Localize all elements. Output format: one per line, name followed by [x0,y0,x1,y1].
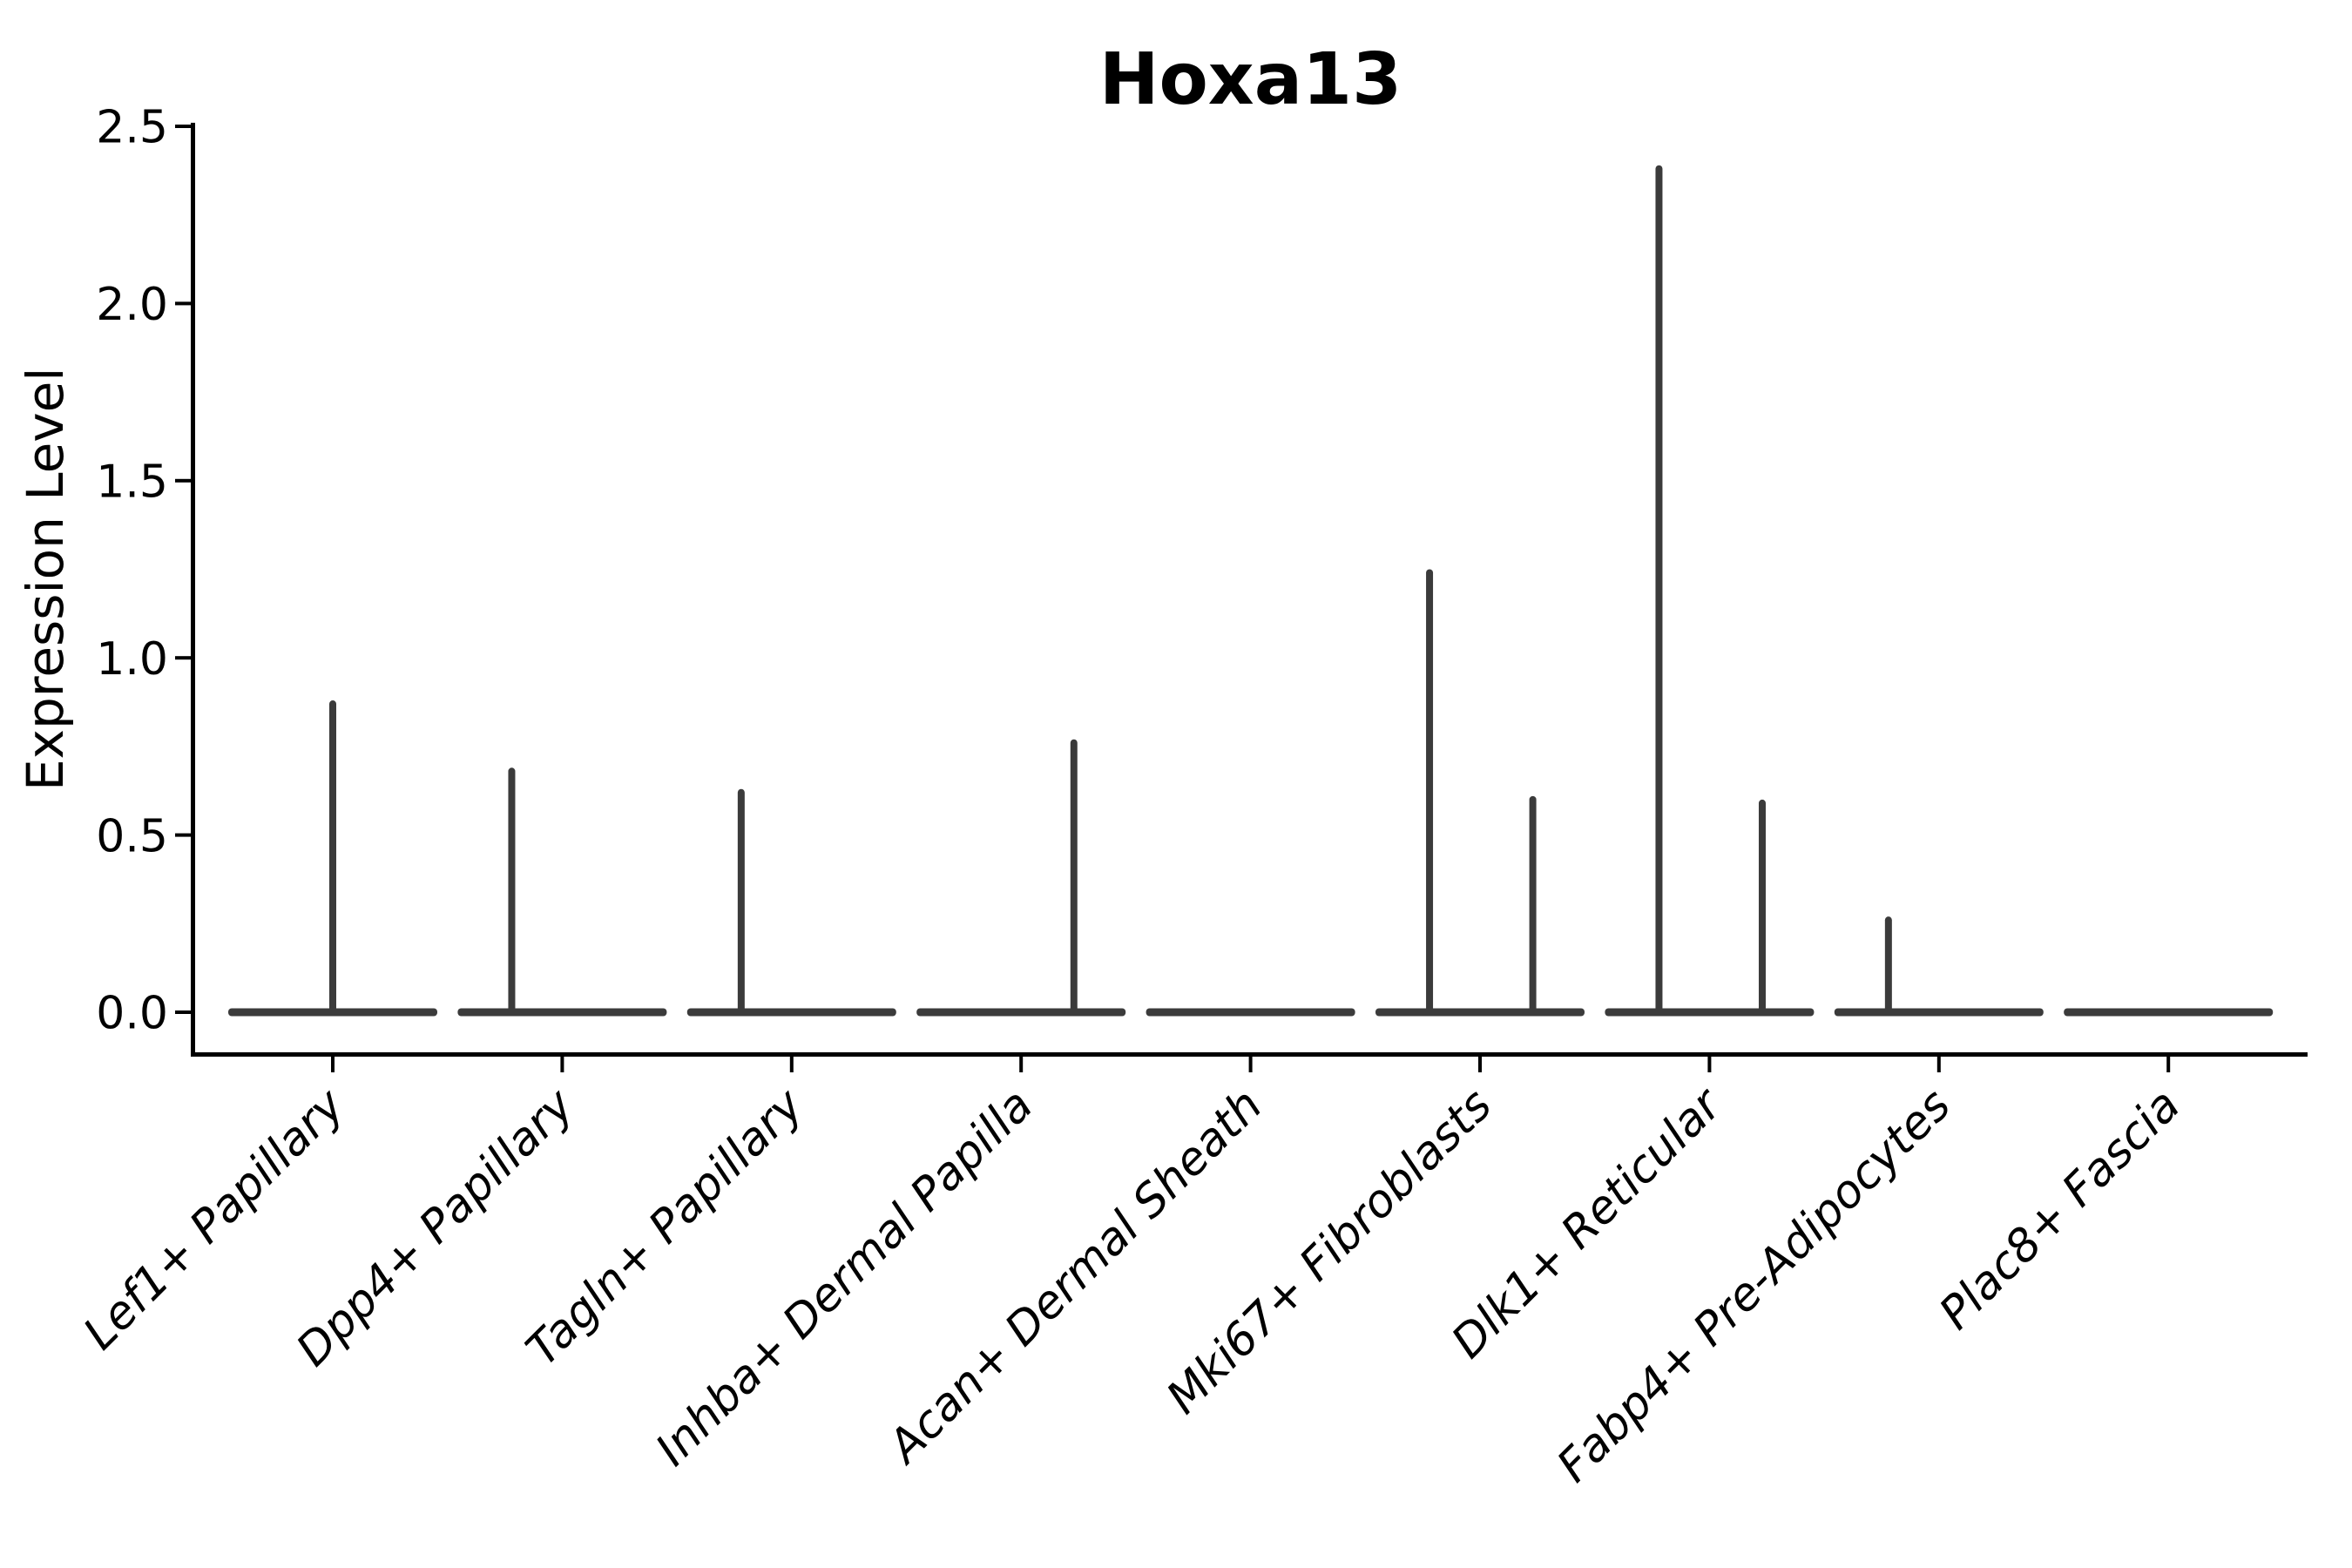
x-tick-mark [1707,1057,1712,1072]
violin-spike [1529,795,1537,1016]
y-tick-mark [175,833,191,837]
violin-spike [737,788,745,1016]
y-axis-label: Expression Level [16,367,75,792]
x-axis-line [191,1052,2308,1057]
x-tick-mark [1478,1057,1482,1072]
y-tick-mark [175,656,191,660]
violin-baseline [1605,1008,1815,1017]
y-tick-label: 1.0 [96,633,168,686]
y-tick-mark [175,301,191,306]
y-tick-label: 0.0 [96,988,168,1040]
violin-baseline [457,1008,667,1017]
y-tick-label: 1.5 [96,456,168,509]
violin-baseline [1834,1008,2044,1017]
violin-spike [1070,739,1078,1016]
y-tick-label: 2.0 [96,279,168,331]
x-tick-mark [1019,1057,1024,1072]
x-tick-label: Acan+ Dermal Sheath [877,1079,1273,1475]
x-tick-label: Inhba+ Dermal Papilla [646,1079,1044,1477]
violin-baseline [686,1008,896,1017]
y-tick-mark [175,125,191,128]
violin-spike [329,700,336,1016]
y-tick-label: 0.5 [96,810,168,862]
plot-title: Hoxa13 [1098,38,1402,121]
violin-baseline [2064,1008,2274,1017]
x-tick-mark [560,1057,564,1072]
violin-spike [1884,916,1892,1016]
violin-baseline [1146,1008,1355,1017]
y-tick-label: 2.5 [96,102,168,154]
violin-baseline [916,1008,1126,1017]
x-tick-label: Fabp4+ Pre-Adipocytes [1547,1079,1961,1493]
x-tick-mark [1248,1057,1253,1072]
x-tick-mark [331,1057,335,1072]
x-tick-mark [1936,1057,1941,1072]
x-tick-mark [2166,1057,2171,1072]
y-axis-line [191,122,195,1057]
x-tick-label: Plac8+ Fascia [1930,1079,2190,1340]
violin-baseline [1375,1008,1585,1017]
violin-baseline [228,1008,437,1017]
violin-spike [508,767,516,1016]
y-tick-mark [175,478,191,483]
y-tick-mark [175,1010,191,1014]
violin-spike [1426,569,1434,1016]
x-tick-mark [789,1057,794,1072]
violin-spike [1758,799,1766,1016]
violin-spike [1655,165,1663,1017]
